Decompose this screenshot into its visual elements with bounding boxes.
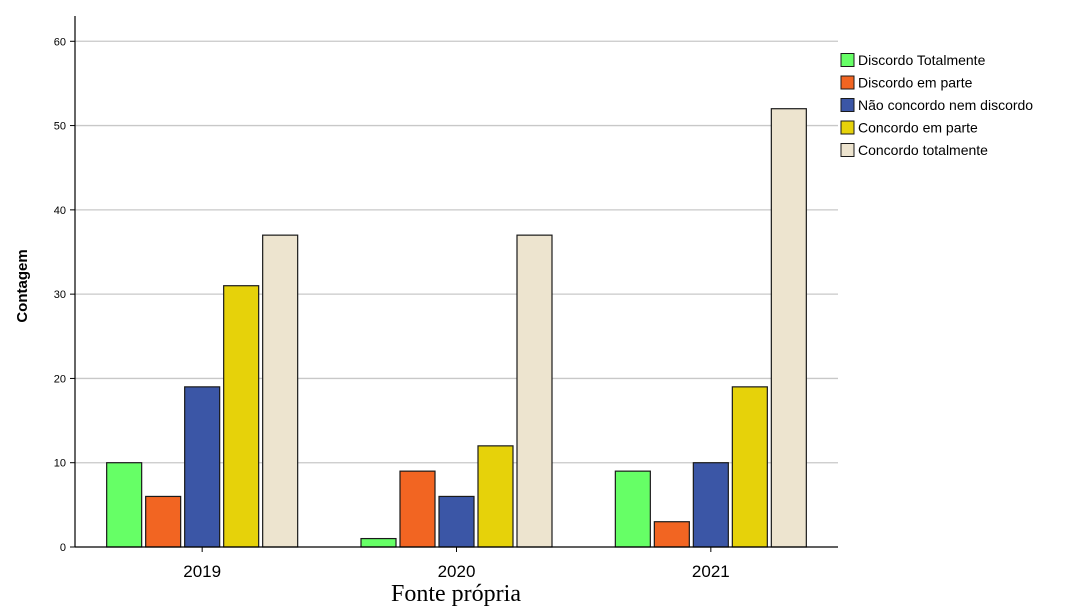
- x-tick-label: 2020: [438, 562, 476, 581]
- legend-label: Concordo totalmente: [858, 142, 988, 158]
- x-tick-label: 2019: [183, 562, 221, 581]
- legend-swatch: [840, 53, 855, 67]
- y-tick-label: 60: [54, 36, 66, 48]
- bar: [653, 521, 690, 548]
- bar: [360, 537, 397, 548]
- legend-swatch: [840, 143, 855, 157]
- bar: [223, 285, 260, 548]
- y-axis-label: Contagem: [14, 249, 31, 322]
- x-tick-label: 2021: [692, 562, 730, 581]
- legend-label: Concordo em parte: [858, 120, 978, 136]
- bar: [106, 462, 143, 548]
- bar: [184, 386, 221, 548]
- y-axis-ticks: 0 10 20 30 40 50 60: [54, 36, 75, 554]
- legend-swatch: [840, 120, 855, 135]
- bar: [262, 234, 299, 548]
- legend-swatch: [840, 98, 855, 112]
- y-tick-label: 50: [54, 121, 66, 133]
- bar: [399, 470, 436, 548]
- figure-caption: Fonte própria: [391, 581, 521, 607]
- y-tick-label: 10: [54, 458, 66, 470]
- y-tick-label: 0: [60, 542, 66, 554]
- x-axis-ticks: 2019 2020 2021: [183, 547, 730, 581]
- bar: [145, 495, 182, 548]
- bar: [770, 108, 807, 548]
- y-tick-label: 40: [54, 205, 66, 217]
- legend: Discordo Totalmente Discordo em parte Não …: [840, 52, 1033, 158]
- legend-label: Não concordo nem discordo: [858, 97, 1033, 113]
- legend-label: Discordo Totalmente: [858, 52, 986, 68]
- y-tick-label: 30: [54, 289, 66, 301]
- legend-swatch: [840, 75, 855, 90]
- bars: [106, 108, 807, 548]
- bar: [731, 386, 768, 548]
- y-tick-label: 20: [54, 373, 66, 385]
- bar: [692, 462, 729, 548]
- bar: [516, 234, 553, 548]
- bar: [614, 470, 651, 548]
- legend-label: Discordo em parte: [858, 75, 973, 91]
- bar: [438, 495, 475, 548]
- bar: [477, 445, 514, 548]
